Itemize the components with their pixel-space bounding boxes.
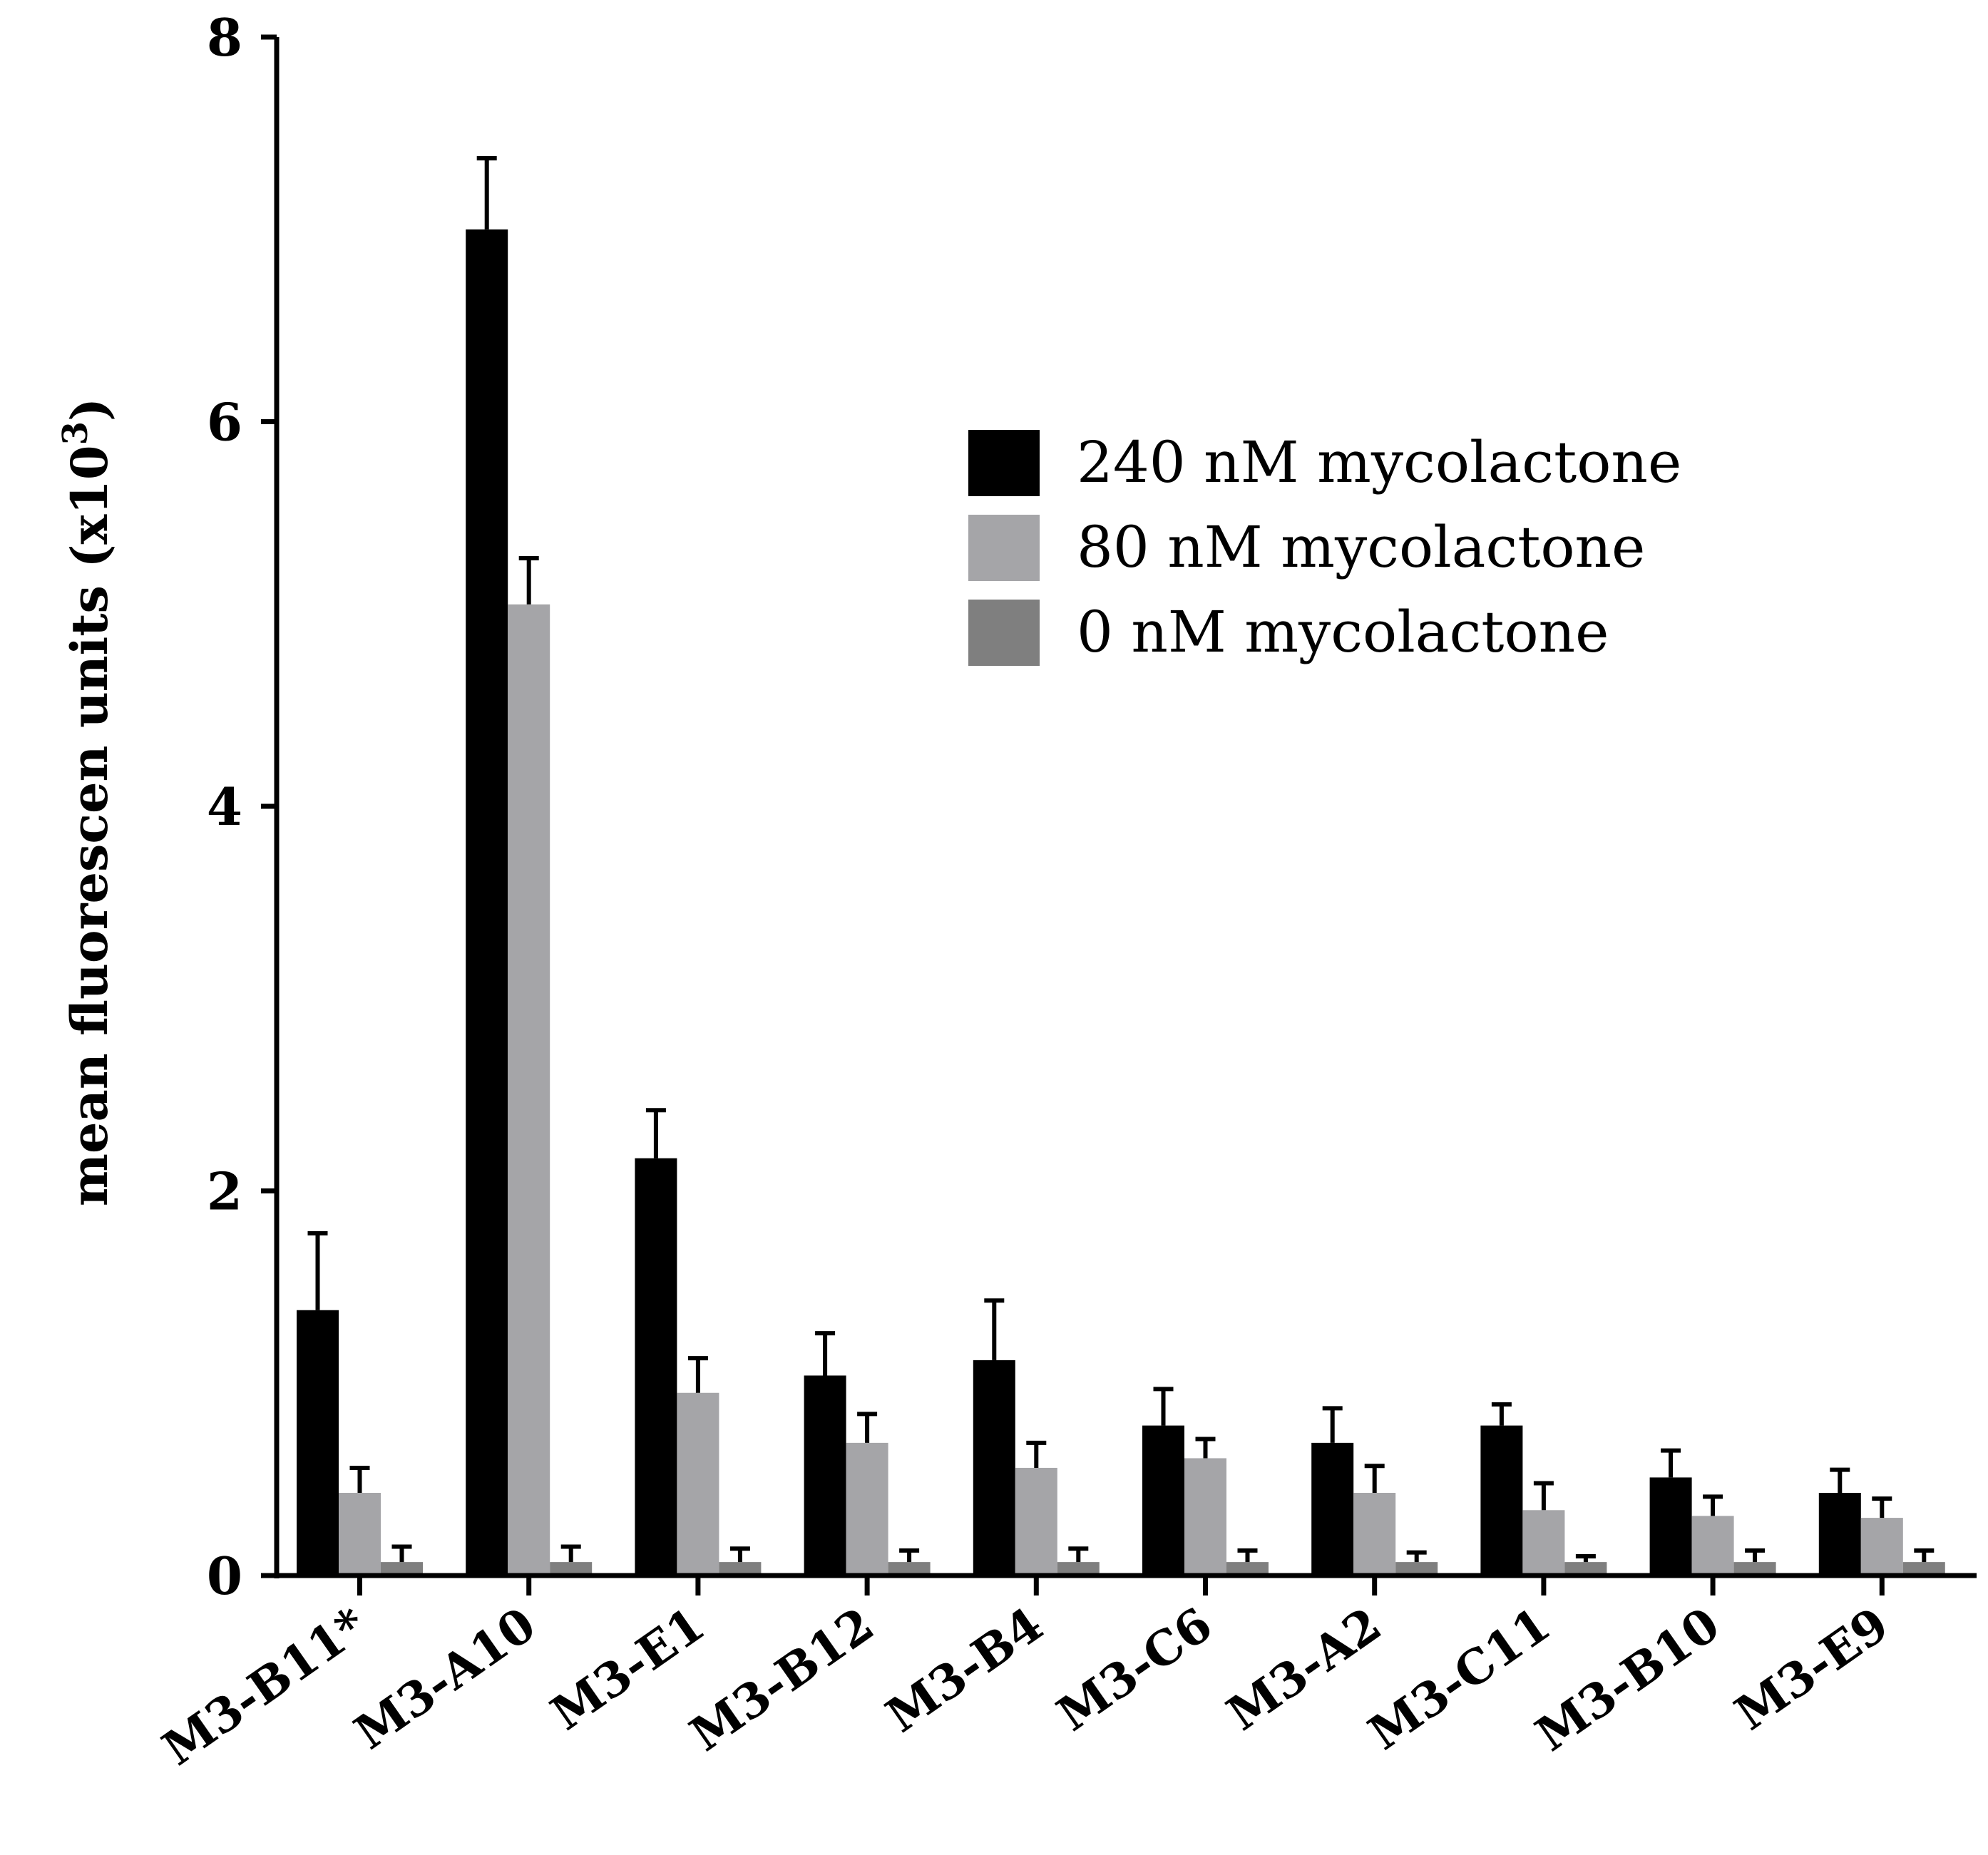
bar [846, 1442, 888, 1576]
bar [381, 1562, 423, 1576]
legend-swatch [968, 515, 1040, 581]
legend-label: 0 nM mycolactone [1077, 599, 1609, 665]
y-axis-label: mean fluorescen units (x103) [56, 398, 119, 1206]
y-tick-label: 2 [207, 1161, 242, 1222]
y-axis-label-main: mean fluorescen units (x10 [60, 445, 119, 1206]
legend: 240 nM mycolactone 80 nM mycolactone 0 nM … [968, 429, 1681, 666]
bar [1902, 1562, 1945, 1576]
bar [550, 1562, 593, 1576]
bar [1818, 1493, 1861, 1576]
bars-layer [297, 229, 1945, 1576]
bar [339, 1493, 381, 1576]
bar [297, 1310, 339, 1576]
bar [1184, 1458, 1226, 1576]
y-axis-label-close: ) [60, 398, 119, 421]
bar [677, 1392, 719, 1576]
legend-label: 240 nM mycolactone [1077, 429, 1681, 495]
bar [973, 1360, 1015, 1576]
bar [1015, 1467, 1057, 1576]
bar [466, 229, 508, 1576]
bar [1564, 1562, 1607, 1576]
legend-label: 80 nM mycolactone [1077, 514, 1645, 580]
x-category-label: M3-B4 [876, 1596, 1053, 1743]
y-ticks-layer: 0 2 4 6 8 [207, 7, 277, 1606]
x-category-label: M3-A10 [344, 1596, 545, 1760]
y-tick-label: 6 [207, 392, 242, 453]
legend-swatch [968, 600, 1040, 666]
x-categories-layer: M3-B11*M3-A10M3-E1M3-B12M3-B4M3-C6M3-A2M… [153, 1576, 1898, 1777]
x-category-label: M3-C6 [1047, 1596, 1221, 1742]
x-category-label: M3-B12 [680, 1596, 884, 1762]
bar [804, 1375, 846, 1576]
bar [1691, 1516, 1734, 1576]
bar [888, 1562, 931, 1576]
y-tick-label: 4 [207, 776, 242, 837]
x-category-label: M3-B11* [153, 1596, 376, 1776]
y-tick-label: 8 [207, 7, 242, 68]
bar [1522, 1510, 1565, 1576]
y-axis-label-superscript: 3 [56, 421, 96, 445]
bar [508, 604, 550, 1576]
y-tick-label: 0 [207, 1546, 242, 1606]
legend-swatch [968, 430, 1040, 496]
bar [1860, 1518, 1903, 1576]
bar [1649, 1477, 1692, 1576]
bar [1311, 1442, 1354, 1576]
x-category-label: M3-B10 [1526, 1596, 1730, 1762]
bar [635, 1158, 677, 1576]
bar [719, 1562, 762, 1576]
bar [1353, 1493, 1396, 1576]
x-category-label: M3-E9 [1725, 1596, 1898, 1741]
bar [1142, 1425, 1184, 1576]
bar [1057, 1562, 1100, 1576]
bar [1226, 1562, 1269, 1576]
error-bars-layer [307, 155, 1935, 1563]
x-category-label: M3-C11 [1358, 1596, 1560, 1761]
bar [1395, 1562, 1438, 1576]
bar [1733, 1562, 1776, 1576]
bar [1480, 1425, 1523, 1576]
